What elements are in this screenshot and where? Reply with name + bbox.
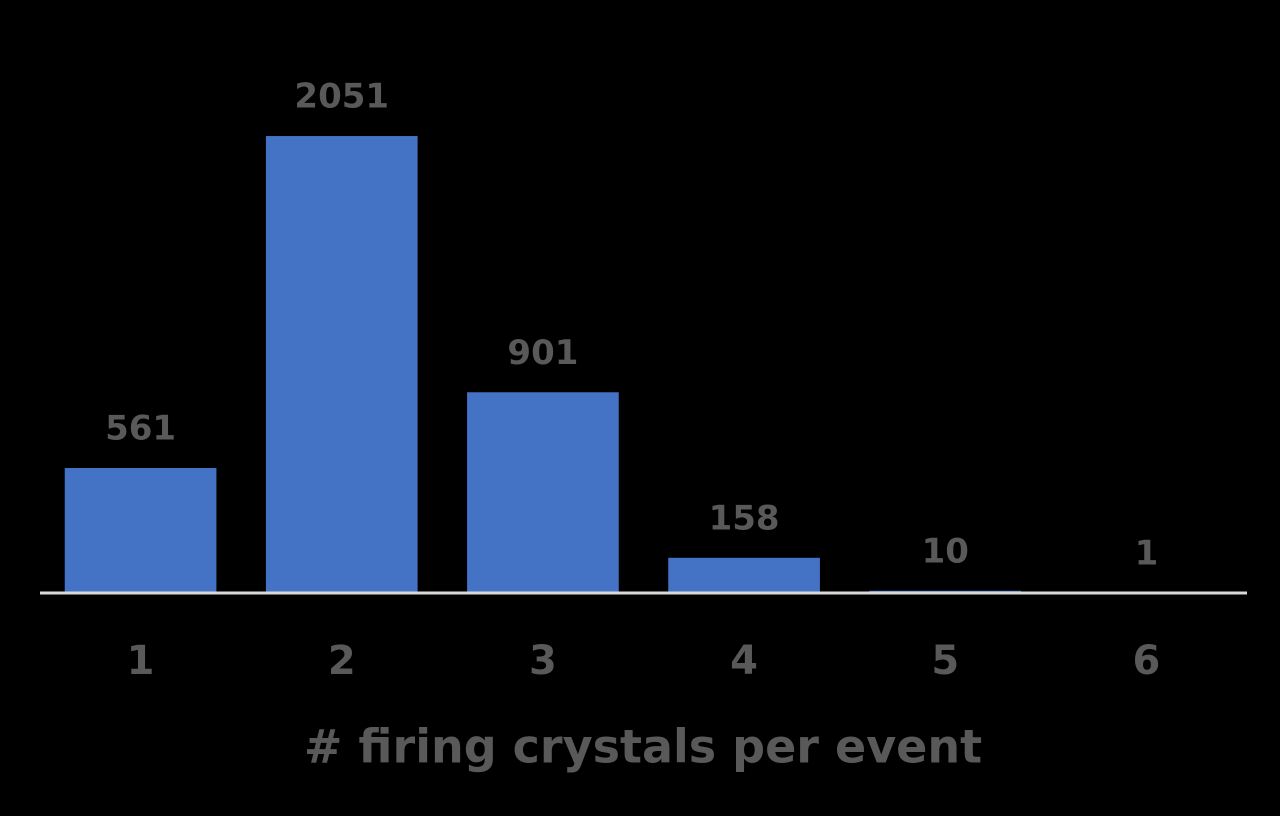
data-label: 561 [105, 409, 176, 449]
x-tick-label: 1 [127, 638, 155, 684]
x-tick-label: 6 [1132, 638, 1160, 684]
bar [265, 136, 418, 593]
data-label: 1 [1135, 533, 1159, 573]
x-tick-label: 5 [931, 638, 959, 684]
data-label: 901 [507, 333, 578, 373]
bar [64, 468, 217, 593]
data-label: 158 [709, 498, 780, 538]
x-tick-label: 3 [529, 638, 557, 684]
x-axis-title: # firing crystals per event [304, 720, 982, 774]
data-label: 2051 [294, 77, 389, 117]
x-tick-label: 4 [730, 638, 758, 684]
data-label: 10 [922, 531, 969, 571]
bar [467, 392, 619, 593]
bar [668, 557, 820, 593]
x-tick-label: 2 [328, 638, 356, 684]
